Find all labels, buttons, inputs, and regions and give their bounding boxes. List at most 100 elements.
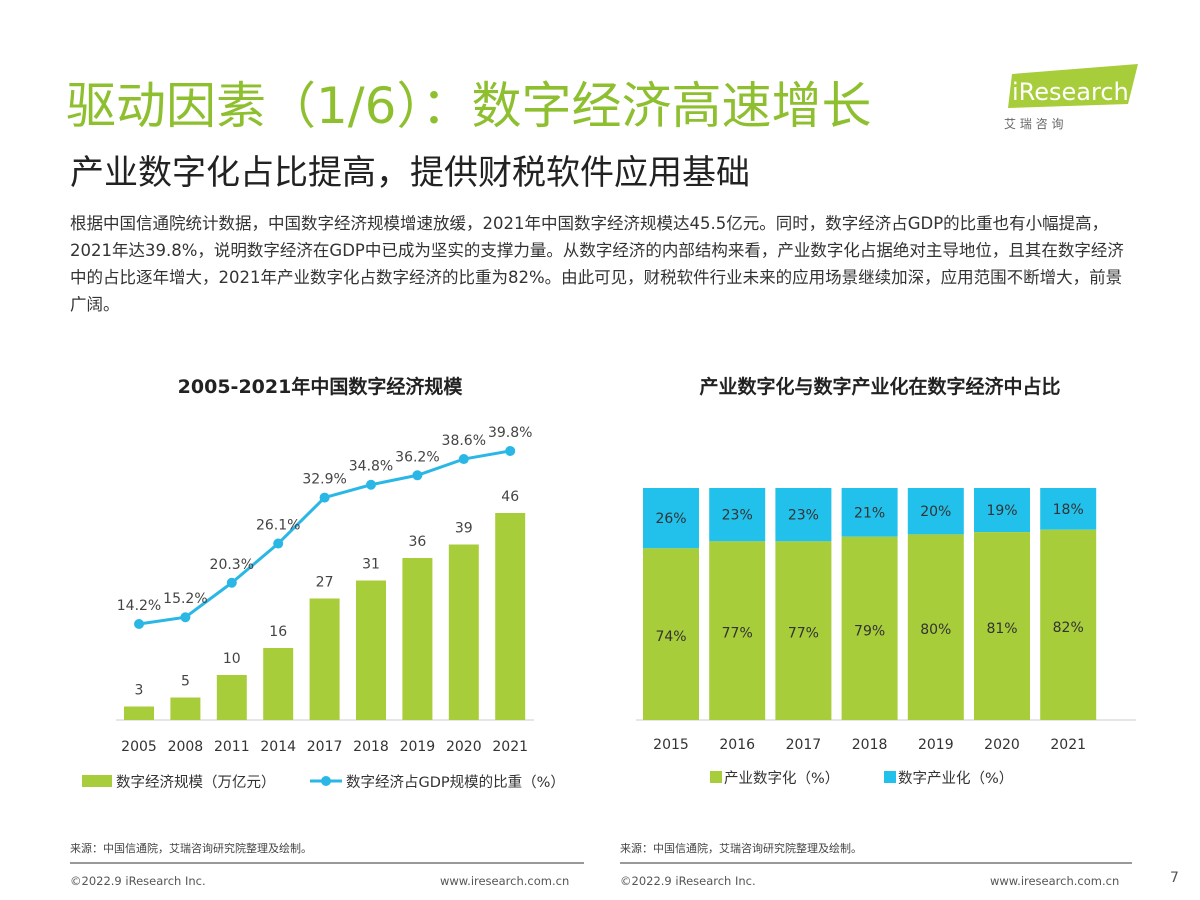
url-right: www.iresearch.com.cn <box>990 874 1120 888</box>
x-tick-label: 2019 <box>400 739 436 755</box>
x-tick-label: 2011 <box>214 739 250 755</box>
x-tick-label: 2021 <box>1050 737 1086 753</box>
svg-text:i: i <box>1002 78 1009 106</box>
line-point <box>273 538 284 549</box>
legend-bar-swatch <box>82 775 112 787</box>
segment-label: 79% <box>854 623 885 639</box>
bar-segment-industrial-digitization <box>1040 529 1097 720</box>
line-label: 38.6% <box>442 433 486 449</box>
bar <box>124 706 154 720</box>
segment-label: 74% <box>655 629 686 645</box>
chart1-title: 2005-2021年中国数字经济规模 <box>177 376 463 398</box>
bar <box>309 598 340 720</box>
line-label: 36.2% <box>395 449 439 465</box>
segment-label: 77% <box>722 626 753 642</box>
line-label: 14.2% <box>117 598 161 614</box>
bar-label: 16 <box>269 624 287 640</box>
legend-label: 产业数字化（%） <box>724 770 839 787</box>
line-label: 34.8% <box>349 459 393 475</box>
svg-text:艾 瑞 咨 询: 艾 瑞 咨 询 <box>1004 116 1063 131</box>
legend-bar-label: 数字经济规模（万亿元） <box>116 774 276 791</box>
copyright-left: ©2022.9 iResearch Inc. <box>70 874 206 888</box>
chart1-digital-economy-scale: 3 2005 5 2008 10 2011 16 2014 27 2017 31 2018 36 2019… <box>82 425 565 791</box>
bar-segment-digital-industry <box>775 488 832 542</box>
bar-segment-digital-industry <box>1040 488 1097 530</box>
chart2-share-stacked: 26% 74% 2015 23% 77% 2016 23% 77% 2017 21% 79% 2018… <box>636 488 1136 787</box>
bar-segment-industrial-digitization <box>709 541 766 720</box>
body-paragraph: 根据中国信通院统计数据，中国数字经济规模增速放缓，2021年中国数字经济规模达4… <box>70 214 1124 314</box>
bar-segment-digital-industry <box>841 488 898 537</box>
line-point <box>366 479 376 490</box>
source-note-left: 来源：中国信通院，艾瑞咨询研究院整理及绘制。 <box>70 842 312 855</box>
bar-segment-digital-industry <box>974 488 1030 533</box>
legend-label: 数字产业化（%） <box>898 770 1013 787</box>
chart2-title: 产业数字化与数字产业化在数字经济中占比 <box>699 376 1061 398</box>
divider-right <box>620 862 1132 864</box>
segment-label: 23% <box>722 508 753 524</box>
page-number: 7 <box>1170 870 1179 886</box>
line-label: 20.3% <box>210 557 254 573</box>
bar <box>448 544 479 720</box>
copyright-right: ©2022.9 iResearch Inc. <box>620 874 756 888</box>
line-label: 32.9% <box>302 472 346 488</box>
segment-label: 26% <box>655 511 686 527</box>
legend-swatch <box>884 771 896 783</box>
line-point <box>226 577 237 588</box>
x-tick-label: 2020 <box>984 737 1020 753</box>
bar <box>402 558 433 720</box>
x-tick-label: 2017 <box>786 737 822 753</box>
line-point <box>134 619 144 629</box>
bar-segment-industrial-digitization <box>907 534 964 720</box>
x-tick-label: 2005 <box>121 739 157 755</box>
bar <box>263 648 294 720</box>
bar-label: 46 <box>501 489 519 505</box>
bar-segment-digital-industry <box>643 488 699 549</box>
x-tick-label: 2018 <box>852 737 888 753</box>
page-subtitle: 产业数字化占比提高，提供财税软件应用基础 <box>70 153 750 193</box>
segment-label: 82% <box>1053 620 1084 636</box>
legend-swatch <box>710 771 722 783</box>
line-label: 39.8% <box>488 425 532 441</box>
legend-line-marker <box>321 776 331 786</box>
source-note-right: 来源：中国信通院，艾瑞咨询研究院整理及绘制。 <box>620 842 862 855</box>
segment-label: 80% <box>920 622 951 638</box>
x-tick-label: 2008 <box>168 739 204 755</box>
bar <box>495 513 526 720</box>
bar-label: 36 <box>408 534 426 550</box>
x-tick-label: 2014 <box>260 739 296 755</box>
segment-label: 21% <box>854 505 885 521</box>
line-point <box>505 445 516 456</box>
legend-line-label: 数字经济占GDP规模的比重（%） <box>346 774 565 791</box>
line-label: 26.1% <box>256 518 300 534</box>
x-tick-label: 2019 <box>918 737 954 753</box>
divider-left <box>70 862 584 864</box>
x-tick-label: 2015 <box>653 737 689 753</box>
bar <box>356 580 386 720</box>
line-point <box>412 470 423 481</box>
segment-label: 23% <box>788 508 819 524</box>
x-tick-label: 2017 <box>307 739 343 755</box>
bar-segment-industrial-digitization <box>841 536 898 720</box>
page-title: 驱动因素（1/6）：数字经济高速增长 <box>66 77 872 135</box>
svg-text:iResearch: iResearch <box>1012 78 1129 106</box>
bar-segment-industrial-digitization <box>775 541 832 720</box>
bar-label: 31 <box>362 557 380 573</box>
bar-label: 3 <box>135 683 144 699</box>
bar <box>216 675 247 720</box>
line-label: 15.2% <box>163 591 207 607</box>
line-point <box>319 492 330 503</box>
segment-label: 18% <box>1053 502 1084 518</box>
bar-segment-digital-industry <box>709 488 766 542</box>
x-tick-label: 2021 <box>492 739 528 755</box>
segment-label: 81% <box>986 621 1017 637</box>
bar-segment-industrial-digitization <box>974 532 1030 720</box>
line-point <box>180 612 191 623</box>
bar-label: 5 <box>181 674 190 690</box>
iresearch-logo: i iResearch 艾 瑞 咨 询 <box>990 62 1140 132</box>
bar-segment-industrial-digitization <box>643 548 699 720</box>
bar-label: 39 <box>455 521 473 537</box>
segment-label: 20% <box>920 504 951 520</box>
segment-label: 77% <box>788 626 819 642</box>
bar-segment-digital-industry <box>907 488 964 535</box>
